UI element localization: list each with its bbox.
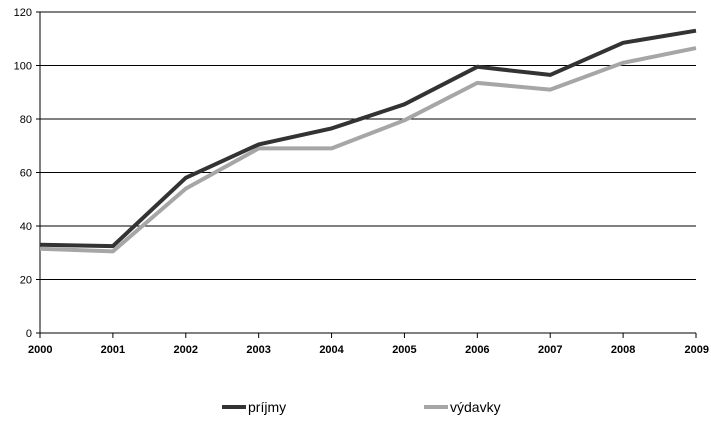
x-tick-label: 2000 bbox=[28, 344, 52, 356]
series-line-2 bbox=[39, 46, 697, 254]
x-tick-label: 2009 bbox=[685, 344, 709, 356]
x-tick-label: 2006 bbox=[465, 344, 489, 356]
grid-lines bbox=[40, 11, 696, 280]
y-tick-label: 120 bbox=[14, 7, 32, 19]
series-lines bbox=[39, 28, 697, 254]
axes bbox=[36, 11, 697, 338]
y-tick-label: 80 bbox=[20, 114, 32, 126]
x-tick-label: 2003 bbox=[246, 344, 270, 356]
x-tick-label: 2002 bbox=[174, 344, 198, 356]
y-tick-label: 60 bbox=[20, 168, 32, 180]
y-tick-label: 100 bbox=[14, 61, 32, 73]
x-tick-label: 2005 bbox=[392, 344, 416, 356]
x-tick-label: 2007 bbox=[538, 344, 562, 356]
series-line-1 bbox=[39, 28, 697, 249]
legend-label: príjmy bbox=[248, 399, 286, 415]
legend: príjmy výdavky bbox=[222, 399, 501, 415]
legend-label: výdavky bbox=[450, 399, 501, 415]
x-tick-label: 2008 bbox=[611, 344, 635, 356]
y-tick-labels: 0 20 40 60 80 100 120 bbox=[14, 7, 32, 340]
y-tick-label: 40 bbox=[20, 221, 32, 233]
x-tick-label: 2004 bbox=[319, 344, 344, 356]
x-tick-label: 2001 bbox=[101, 344, 125, 356]
y-tick-label: 0 bbox=[26, 328, 32, 340]
x-tick-labels: 2000 2001 2002 2003 2004 2005 2006 2007 2008 2009 bbox=[28, 344, 709, 356]
y-tick-label: 20 bbox=[20, 275, 32, 287]
